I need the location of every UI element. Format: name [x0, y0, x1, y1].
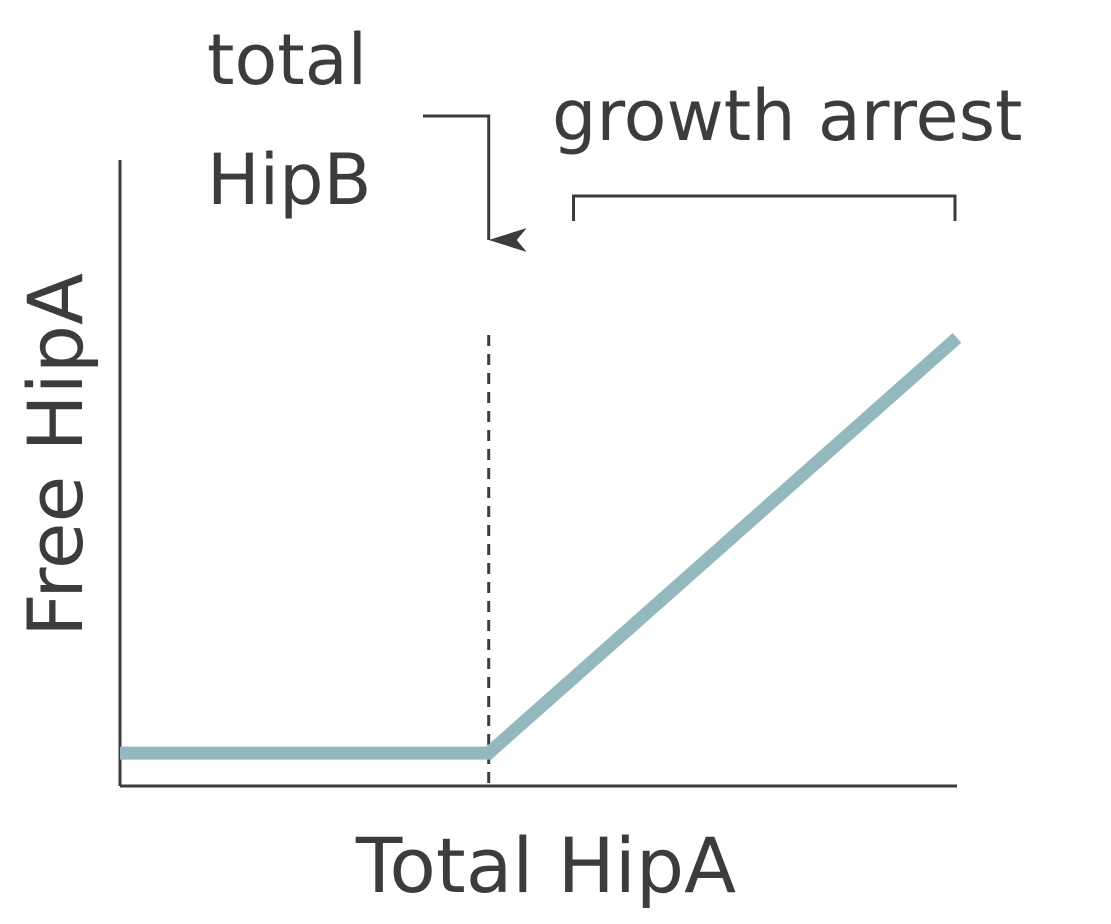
annotation-total-label: total — [207, 19, 367, 101]
y-axis-label: Free HipA — [11, 273, 100, 637]
growth-arrest-label: growth arrest — [552, 75, 1022, 157]
growth-arrest-bracket — [572, 194, 957, 221]
annotation-hipb-label: HipB — [207, 139, 372, 221]
total-hipb-arrow — [423, 114, 527, 252]
free-hipa-series-line — [120, 333, 962, 760]
x-axis-label: Total HipA — [355, 821, 736, 910]
